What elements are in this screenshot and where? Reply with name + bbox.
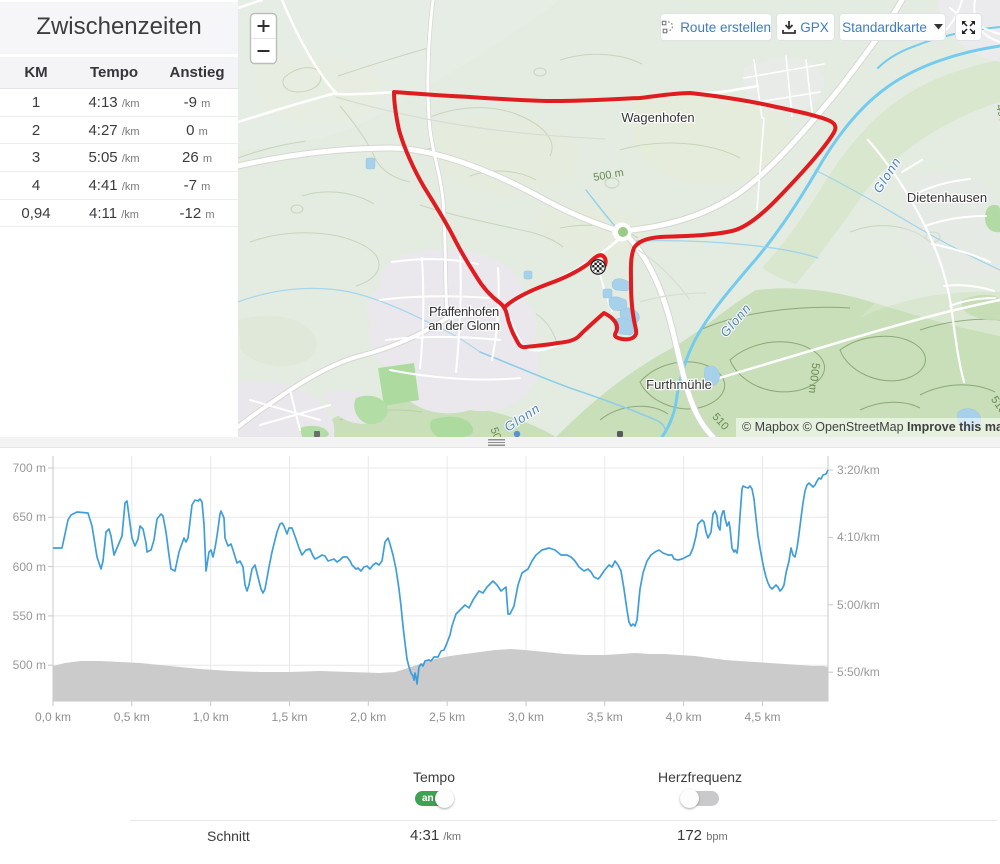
- svg-text:0,5 km: 0,5 km: [114, 710, 150, 724]
- svg-text:Dietenhausen: Dietenhausen: [907, 190, 987, 205]
- svg-text:4,0 km: 4,0 km: [666, 710, 702, 724]
- svg-text:490: 490: [993, 103, 1000, 124]
- svg-text:an der Glonn: an der Glonn: [428, 318, 500, 333]
- svg-text:700 m: 700 m: [13, 461, 46, 475]
- svg-text:3,0 km: 3,0 km: [508, 710, 544, 724]
- svg-text:2,0 km: 2,0 km: [350, 710, 386, 724]
- svg-text:Furthmühle: Furthmühle: [646, 377, 712, 392]
- svg-text:500: 500: [488, 426, 506, 437]
- svg-text:Pfaffenhofen: Pfaffenhofen: [429, 304, 499, 319]
- svg-text:510: 510: [988, 394, 1000, 416]
- svg-text:500 m: 500 m: [592, 167, 624, 184]
- svg-text:500 m: 500 m: [13, 658, 46, 672]
- svg-text:3:20/km: 3:20/km: [837, 463, 880, 477]
- svg-text:2,5 km: 2,5 km: [429, 710, 465, 724]
- svg-text:600 m: 600 m: [13, 560, 46, 574]
- svg-text:4,5 km: 4,5 km: [744, 710, 780, 724]
- svg-text:0,0 km: 0,0 km: [35, 710, 71, 724]
- svg-text:© Mapbox © OpenStreetMap Impro: © Mapbox © OpenStreetMap Improve this ma…: [742, 420, 1000, 434]
- svg-text:550 m: 550 m: [13, 609, 46, 623]
- svg-text:1,0 km: 1,0 km: [193, 710, 229, 724]
- svg-text:650 m: 650 m: [13, 510, 46, 524]
- svg-text:4:10/km: 4:10/km: [837, 530, 880, 544]
- svg-text:3,5 km: 3,5 km: [587, 710, 623, 724]
- svg-text:5:00/km: 5:00/km: [837, 598, 880, 612]
- svg-text:5:50/km: 5:50/km: [837, 665, 880, 679]
- svg-text:Wagenhofen: Wagenhofen: [621, 110, 694, 125]
- svg-text:1,5 km: 1,5 km: [271, 710, 307, 724]
- svg-text:500 m: 500 m: [806, 362, 822, 394]
